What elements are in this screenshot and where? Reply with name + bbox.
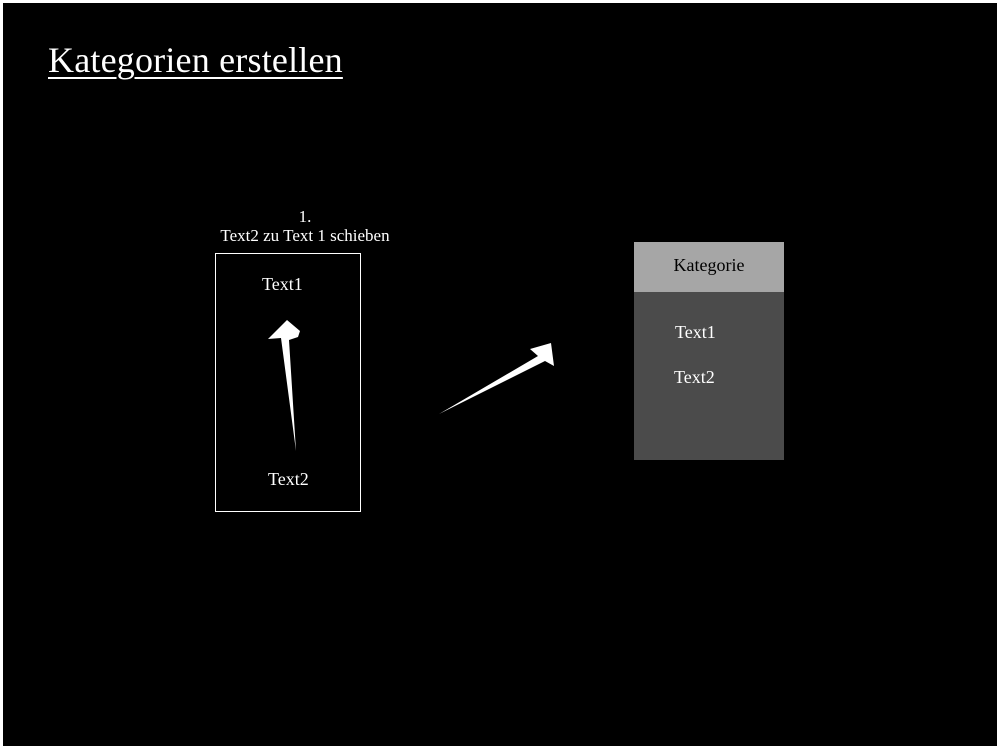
category-box: Kategorie Text1 Text2 — [634, 242, 784, 460]
step-text: Text2 zu Text 1 schieben — [220, 226, 390, 245]
slide: Kategorien erstellen — [3, 3, 997, 746]
slide-title: Kategorien erstellen — [48, 40, 343, 80]
step-number: 1. — [298, 207, 312, 226]
category-item-text2[interactable]: Text2 — [674, 367, 715, 387]
source-box — [215, 253, 361, 512]
category-item-text1[interactable]: Text1 — [675, 322, 716, 342]
category-header: Kategorie — [634, 242, 784, 292]
source-item-text2[interactable]: Text2 — [268, 469, 309, 489]
step-instruction: 1. Text2 zu Text 1 schieben — [190, 207, 420, 245]
source-item-text1[interactable]: Text1 — [262, 274, 303, 294]
